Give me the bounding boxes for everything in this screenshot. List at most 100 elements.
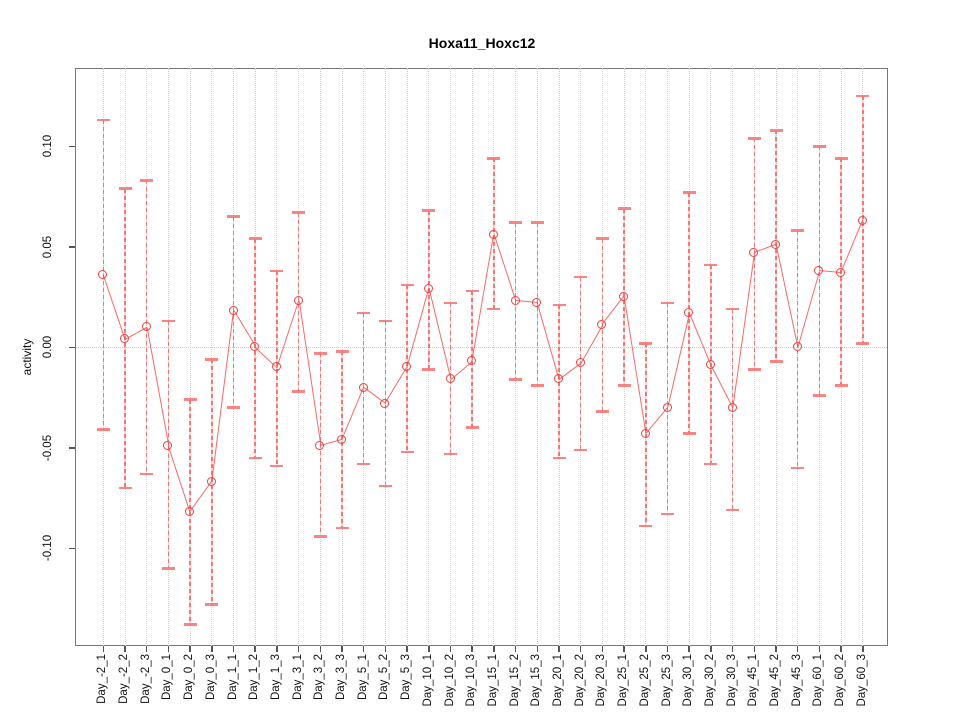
x-axis-tick <box>493 646 495 652</box>
x-axis-tick <box>471 646 473 652</box>
error-bar-cap-top <box>661 301 674 305</box>
x-tick-label: Day_60_1 <box>812 654 825 707</box>
x-axis-tick <box>449 646 452 652</box>
y-axis-tick <box>69 145 75 148</box>
data-point-marker <box>792 342 802 352</box>
x-tick-label: Day_60_3 <box>855 654 868 707</box>
error-bar-cap-bottom <box>270 464 284 468</box>
data-point-marker <box>337 434 346 444</box>
y-tick-label: 0.10 <box>42 135 54 158</box>
x-tick-label: Day_15_2 <box>508 654 521 707</box>
error-bar-cap-bottom <box>400 450 414 454</box>
x-axis-tick <box>362 646 365 652</box>
error-bar-cap-bottom <box>465 426 479 429</box>
data-point-marker <box>857 215 867 225</box>
x-axis-tick <box>319 646 322 652</box>
data-point-marker <box>206 476 216 486</box>
error-bar-cap-top <box>313 352 327 355</box>
data-point-marker <box>423 284 433 293</box>
x-axis-tick <box>623 646 625 652</box>
data-point-marker <box>554 374 563 384</box>
x-axis-tick <box>818 646 821 652</box>
error-bar-cap-top <box>465 289 479 293</box>
error-bar-cap-bottom <box>726 508 740 512</box>
x-tick-label: Day_0_1 <box>161 654 174 701</box>
data-point-marker <box>163 440 173 450</box>
error-bar-cap-bottom <box>509 378 523 381</box>
x-axis-tick <box>645 646 647 652</box>
gridline-vertical <box>189 68 191 646</box>
x-axis-tick <box>731 646 734 652</box>
x-axis-tick <box>710 646 712 652</box>
x-tick-label: Day_45_2 <box>769 654 781 707</box>
error-bar-cap-bottom <box>205 603 219 606</box>
y-tick-label: 0.05 <box>42 235 54 258</box>
x-axis-tick <box>753 646 756 652</box>
x-axis-tick <box>536 646 539 652</box>
error-bar-cap-top <box>747 136 761 140</box>
zero-reference-line <box>76 346 887 348</box>
x-tick-label: Day_5_1 <box>356 654 369 701</box>
error-bar-cap-top <box>270 269 284 273</box>
error-bar-cap-bottom <box>487 307 501 311</box>
error-bar-cap-bottom <box>856 341 870 345</box>
x-tick-label: Day_25_2 <box>638 654 651 707</box>
data-point-marker <box>402 362 412 372</box>
data-point-marker <box>684 308 694 318</box>
x-tick-label: Day_-2_3 <box>139 654 152 704</box>
y-axis-tick <box>69 447 75 449</box>
data-point-marker <box>727 402 737 412</box>
error-bar-cap-top <box>205 358 219 361</box>
error-bar-cap-top <box>726 307 740 311</box>
error-bar-cap-top <box>96 118 110 122</box>
y-axis-tick <box>69 547 75 550</box>
x-tick-label: Day_45_3 <box>790 654 803 707</box>
error-bar-cap-top <box>595 237 609 241</box>
error-bar-cap-top <box>574 275 588 279</box>
error-bar-cap-top <box>704 263 718 267</box>
error-bar-cap-bottom <box>552 456 566 460</box>
x-tick-label: Day_20_2 <box>573 654 586 707</box>
x-tick-label: Day_30_1 <box>682 654 695 707</box>
x-tick-label: Day_30_2 <box>703 654 716 707</box>
error-bar-cap-bottom <box>183 623 197 626</box>
error-bar-cap-bottom <box>639 524 653 528</box>
data-point-marker <box>488 229 498 239</box>
x-axis-tick <box>840 646 842 652</box>
x-axis-tick <box>124 646 126 652</box>
x-axis-tick <box>688 646 690 652</box>
x-axis-tick <box>211 646 213 652</box>
x-tick-label: Day_15_3 <box>530 654 543 707</box>
x-axis-tick <box>514 646 517 652</box>
error-bar-cap-top <box>422 209 436 212</box>
data-point-marker <box>358 382 368 392</box>
x-axis-tick <box>145 646 148 652</box>
data-point-marker <box>836 267 846 277</box>
data-point-marker <box>575 358 585 368</box>
x-tick-label: Day_5_3 <box>400 654 413 701</box>
data-point-marker <box>315 440 325 450</box>
error-bar-cap-top <box>183 398 197 401</box>
error-bar-cap-top <box>357 311 371 315</box>
x-axis-tick <box>297 646 300 652</box>
error-bar-cap-top <box>140 179 154 182</box>
error-bar-cap-bottom <box>661 512 674 516</box>
x-axis-tick <box>254 646 256 652</box>
error-bar-cap-bottom <box>834 384 848 387</box>
error-bar-cap-top <box>617 207 631 210</box>
x-tick-label: Day_10_1 <box>421 654 434 707</box>
x-tick-label: Day_-2_2 <box>118 654 130 704</box>
x-axis-tick <box>558 646 560 652</box>
error-bar-cap-bottom <box>769 360 783 363</box>
error-bar-cap-top <box>400 283 414 287</box>
data-point-marker <box>293 296 303 306</box>
error-bar-cap-top <box>378 319 392 323</box>
error-bar-cap-bottom <box>595 410 609 413</box>
error-bar-cap-top <box>292 211 306 214</box>
x-axis-tick <box>666 646 669 652</box>
error-bar-cap-bottom <box>313 534 327 538</box>
error-bar-cap-top <box>769 128 783 132</box>
error-bar-cap-top <box>227 215 240 218</box>
x-tick-label: Day_10_3 <box>465 654 478 707</box>
